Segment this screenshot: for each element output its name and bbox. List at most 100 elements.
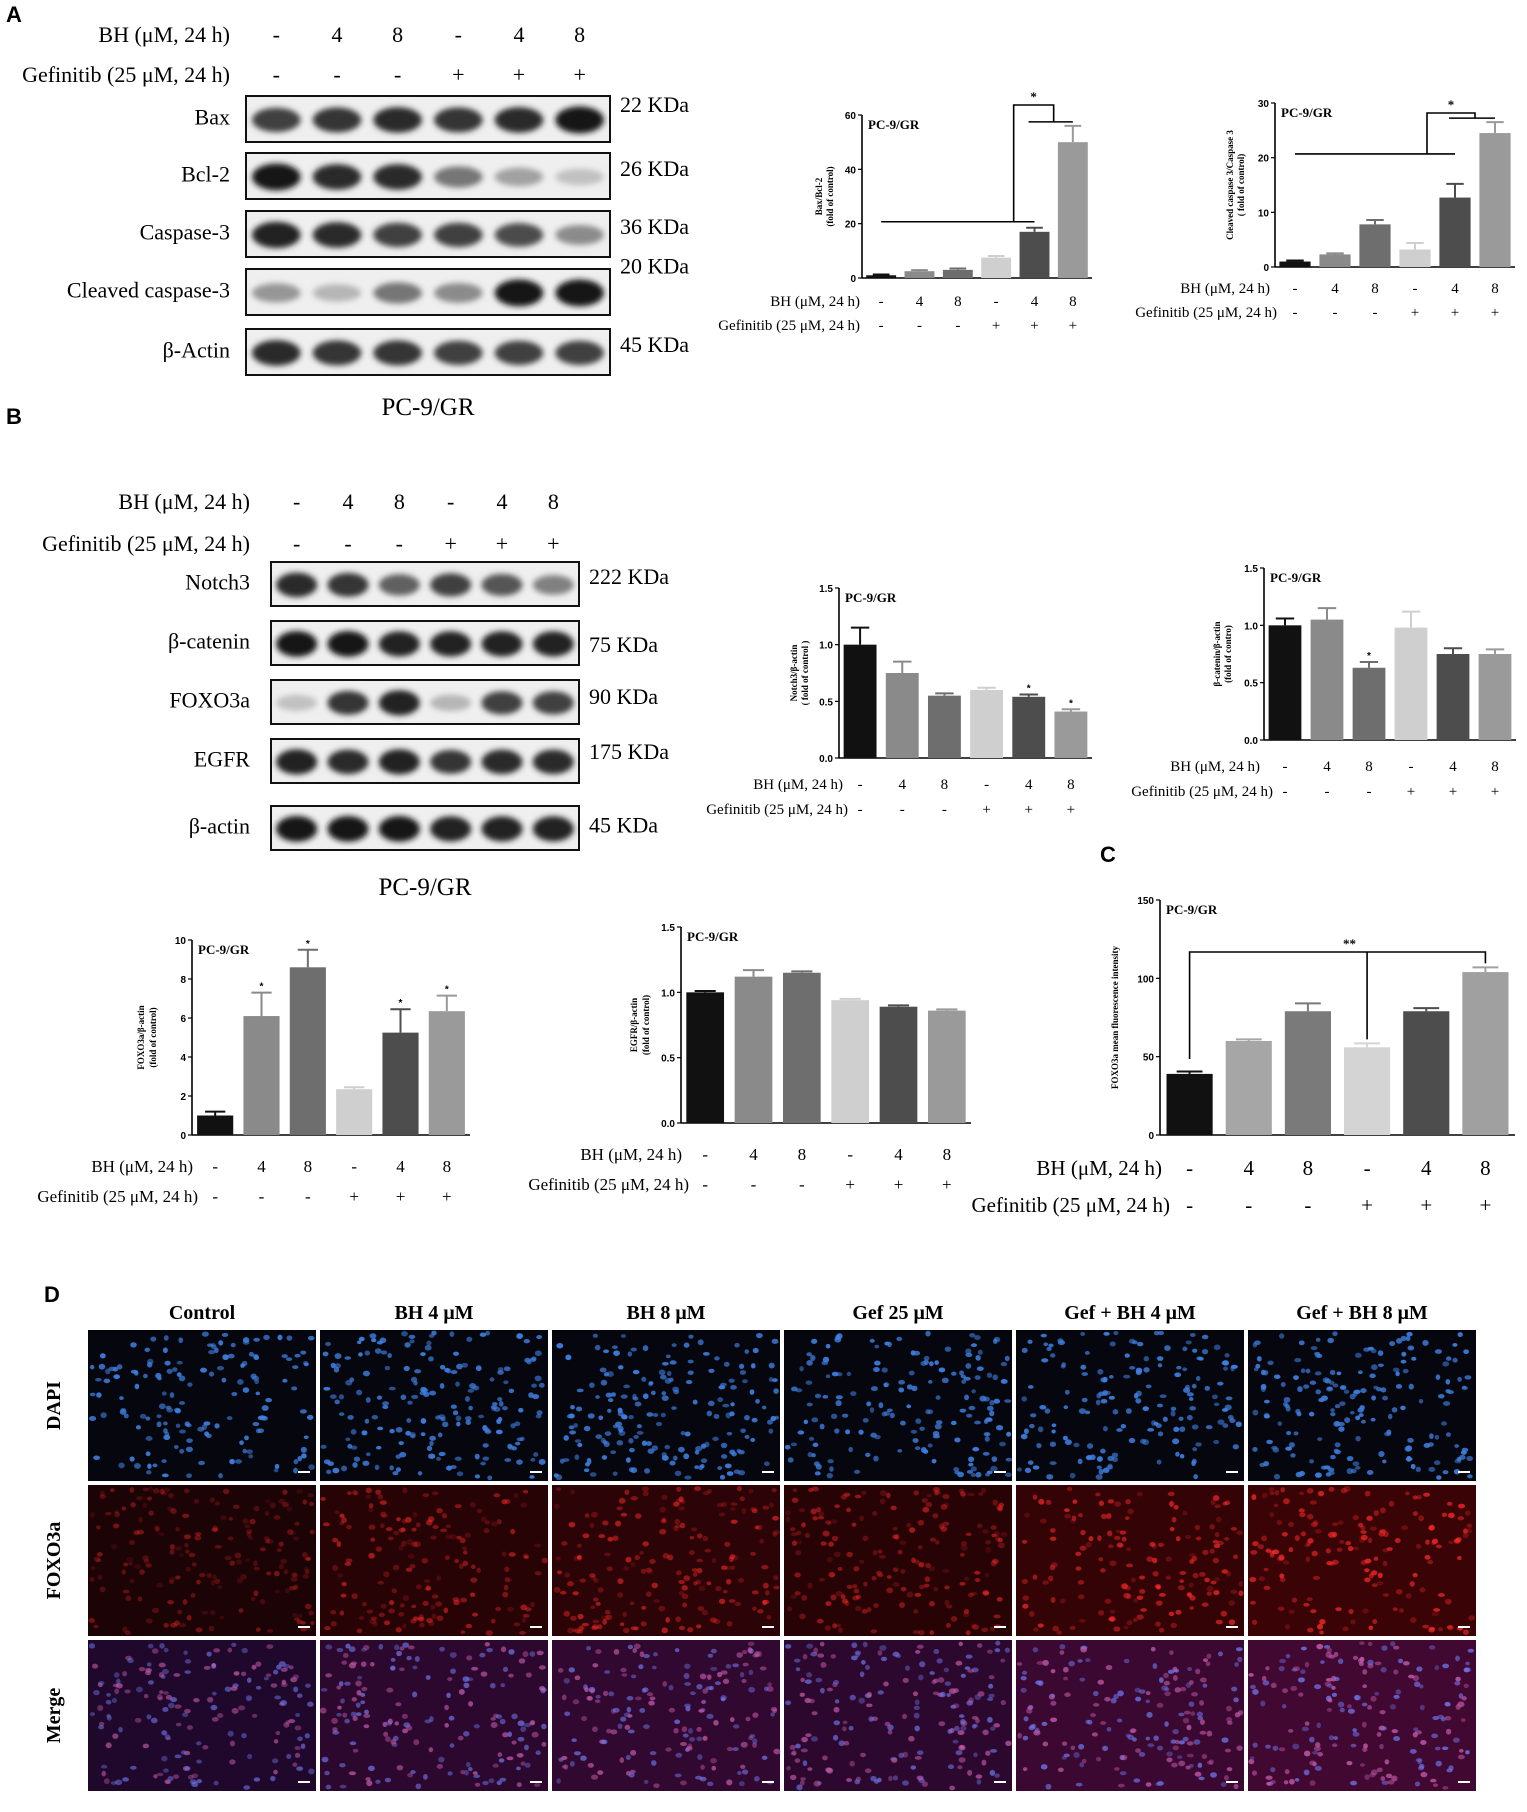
cell-nucleus [1041, 1358, 1049, 1363]
cell-nucleus [700, 1458, 708, 1464]
cell-nucleus [281, 1502, 289, 1508]
cell-nucleus [401, 1540, 407, 1547]
cell-nucleus [1398, 1658, 1404, 1664]
cell-nucleus [1021, 1578, 1029, 1584]
cell-nucleus [932, 1513, 939, 1519]
cell-nucleus [954, 1437, 961, 1443]
cell-nucleus [817, 1515, 824, 1520]
cell-nucleus [1251, 1494, 1257, 1501]
cell-nucleus [338, 1412, 345, 1416]
cell-nucleus [1288, 1521, 1295, 1527]
blot-band [252, 340, 301, 366]
cell-nucleus [325, 1644, 333, 1650]
chart-bh-value: - [1413, 281, 1418, 297]
cell-nucleus [384, 1777, 392, 1783]
blot-strip [270, 738, 580, 784]
scale-bar [1458, 1626, 1470, 1628]
bar [1310, 619, 1344, 740]
cell-nucleus [816, 1507, 821, 1513]
cell-nucleus [278, 1498, 286, 1504]
cell-nucleus [122, 1589, 130, 1594]
cell-nucleus [306, 1414, 314, 1420]
cell-nucleus [341, 1517, 347, 1524]
cell-nucleus [645, 1441, 652, 1446]
cell-nucleus [339, 1513, 345, 1518]
cell-nucleus [334, 1510, 340, 1515]
protein-label: Notch3 [185, 569, 250, 594]
y-axis-label: Notch3/β-actin( fold of control ) [789, 641, 810, 706]
scale-bar [530, 1626, 542, 1628]
cell-nucleus [1329, 1369, 1336, 1376]
cell-nucleus [866, 1607, 872, 1613]
cell-nucleus [932, 1487, 940, 1492]
cell-nucleus [222, 1354, 229, 1361]
cell-nucleus [978, 1492, 984, 1496]
cell-nucleus [175, 1722, 182, 1727]
cell-nucleus [1106, 1726, 1112, 1732]
y-tick-label: 1.5 [661, 923, 675, 934]
cell-nucleus [520, 1502, 528, 1508]
cell-nucleus [265, 1571, 272, 1576]
cell-nucleus [1080, 1364, 1087, 1370]
cell-nucleus [878, 1402, 884, 1409]
cell-nucleus [620, 1394, 628, 1399]
cell-nucleus [927, 1409, 934, 1415]
cell-nucleus [497, 1519, 502, 1525]
cell-nucleus [678, 1590, 685, 1596]
cell-nucleus [827, 1521, 832, 1526]
blot-band [532, 631, 574, 657]
cell-nucleus [667, 1554, 674, 1561]
cell-nucleus [1298, 1508, 1305, 1513]
cell-nucleus [1145, 1691, 1151, 1696]
cell-nucleus [214, 1423, 220, 1429]
cell-nucleus [620, 1716, 627, 1722]
cell-nucleus [1395, 1371, 1400, 1377]
cell-nucleus [982, 1529, 989, 1535]
cell-nucleus [811, 1711, 818, 1716]
cell-nucleus [363, 1713, 371, 1718]
cell-nucleus [290, 1530, 297, 1536]
cell-nucleus [865, 1452, 871, 1457]
cell-nucleus [1298, 1340, 1305, 1346]
cell-nucleus [963, 1609, 970, 1615]
cell-nucleus [853, 1469, 861, 1474]
cell-nucleus [473, 1774, 481, 1779]
cell-nucleus [974, 1420, 982, 1425]
cell-nucleus [1133, 1392, 1139, 1399]
cell-nucleus [179, 1448, 185, 1454]
cell-nucleus [1327, 1337, 1335, 1344]
cell-nucleus [1378, 1451, 1385, 1457]
cell-nucleus [1023, 1428, 1029, 1435]
cell-nucleus [1445, 1432, 1451, 1437]
molecular-weight-label: 20 KDa [620, 254, 689, 279]
cell-nucleus [1172, 1674, 1178, 1681]
cell-nucleus [1050, 1668, 1056, 1674]
cell-nucleus [906, 1404, 912, 1409]
cell-nucleus [1269, 1511, 1275, 1518]
cell-nucleus [185, 1566, 191, 1572]
cell-nucleus [892, 1775, 899, 1781]
cell-nucleus [886, 1408, 893, 1413]
cell-nucleus [399, 1667, 405, 1672]
cell-nucleus [357, 1340, 362, 1345]
chart-bh-label: BH (μM, 24 h) [753, 777, 843, 793]
cell-nucleus [1265, 1666, 1270, 1671]
cell-nucleus [1192, 1447, 1198, 1452]
cell-nucleus [385, 1527, 393, 1532]
cell-nucleus [361, 1686, 368, 1692]
cell-nucleus [184, 1766, 191, 1771]
cell-nucleus [1079, 1618, 1086, 1623]
cell-nucleus [1191, 1424, 1199, 1430]
chart-bh-value: 4 [1031, 294, 1039, 310]
cell-nucleus [1138, 1752, 1146, 1757]
cell-nucleus [453, 1351, 460, 1356]
cell-nucleus [806, 1672, 813, 1678]
cell-nucleus [484, 1520, 491, 1525]
cell-nucleus [762, 1505, 770, 1510]
cell-nucleus [368, 1765, 375, 1772]
cell-nucleus [265, 1397, 273, 1403]
cell-nucleus [187, 1774, 194, 1780]
cell-nucleus [1279, 1577, 1286, 1582]
cell-nucleus [673, 1525, 679, 1532]
